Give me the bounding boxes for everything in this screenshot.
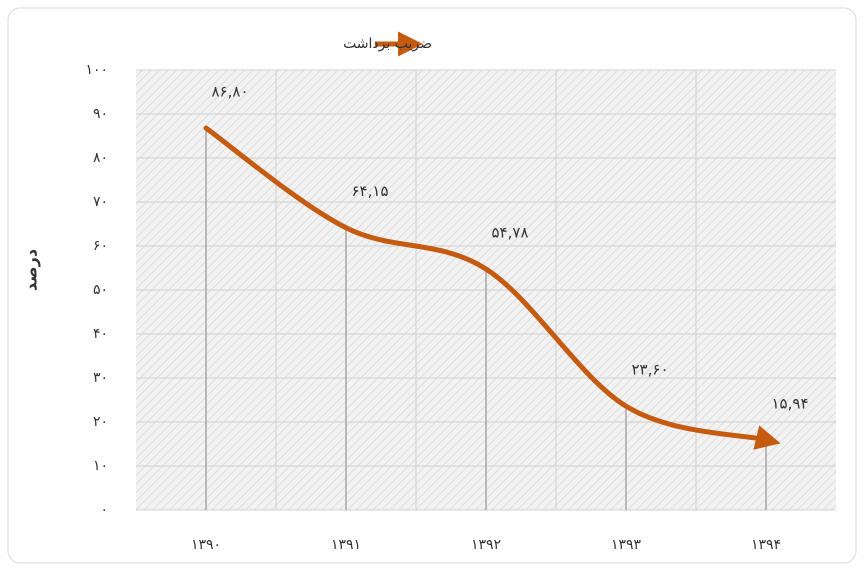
legend-label: ضریب برداشت: [343, 36, 432, 52]
y-tick-label: ۰: [100, 502, 108, 518]
data-label: ۸۶,۸۰: [212, 83, 249, 101]
y-tick-label: ۲۰: [93, 414, 108, 430]
y-tick-label: ۶۰: [93, 238, 108, 254]
y-tick-label: ۱۰۰: [85, 62, 108, 78]
y-tick-label: ۱۰: [93, 458, 108, 474]
y-tick-label: ۸۰: [93, 150, 108, 166]
y-tick-label: ۵۰: [93, 282, 108, 298]
x-tick-label: ۱۳۹۲: [471, 537, 501, 553]
y-axis-title: درصد: [22, 249, 41, 291]
data-label: ۱۵,۹۴: [772, 394, 809, 412]
x-tick-label: ۱۳۹۱: [331, 537, 361, 553]
y-tick-label: ۳۰: [93, 370, 108, 386]
series-line: [203, 125, 781, 450]
data-label: ۶۴,۱۵: [352, 182, 389, 200]
y-tick-label: ۹۰: [93, 106, 108, 122]
data-label: ۲۳,۶۰: [632, 361, 669, 379]
x-tick-label: ۱۳۹۳: [611, 537, 642, 553]
x-tick-label: ۱۳۹۰: [191, 537, 221, 553]
y-tick-label: ۷۰: [93, 194, 108, 210]
data-label: ۵۴,۷۸: [492, 223, 529, 241]
y-tick-label: ۴۰: [93, 326, 108, 342]
x-tick-label: ۱۳۹۴: [751, 537, 781, 553]
